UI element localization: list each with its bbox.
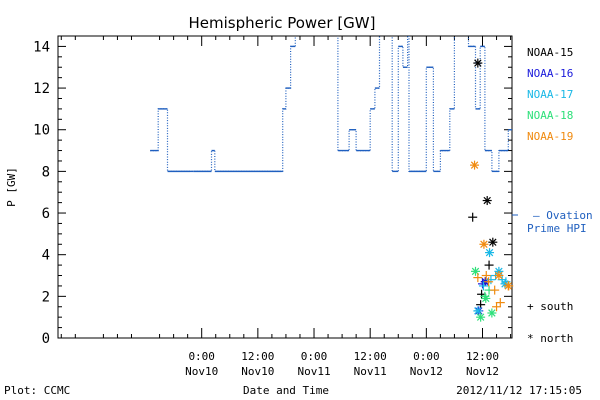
north-marker-legend: * north [527,332,573,345]
south-plus-marker [473,273,483,283]
marker-legend: + south * north [527,300,573,345]
x-tick-label-time: 0:00 [413,350,440,363]
north-asterisk-marker [482,196,492,206]
y-axis-label: P [GW] [5,167,18,207]
x-tick-label-time: 12:00 [466,350,499,363]
y-tick-label: 6 [42,206,50,222]
south-plus-marker [481,271,491,281]
ovation-hpi-line [150,36,512,172]
legend-entry: NOAA-18 [527,109,573,122]
north-asterisk-marker [470,266,480,276]
y-tick-label: 0 [42,331,50,347]
south-marker-legend: + south [527,300,573,313]
south-plus-marker [492,302,502,312]
north-asterisk-marker [485,248,495,258]
north-asterisk-marker [479,239,489,249]
legend: NOAA-15 NOAA-16 NOAA-17 NOAA-18 NOAA-19 [512,46,573,216]
y-tick-label: 10 [33,123,50,139]
ovation-line-series [150,36,512,173]
footer-timestamp: 2012/11/12 17:15:05 [456,384,582,397]
x-tick-label-date: Nov12 [410,365,443,378]
north-asterisk-marker [470,160,480,170]
y-tick-label: 2 [42,289,50,305]
south-plus-marker [478,281,488,291]
x-tick-label-date: Nov12 [466,365,499,378]
chart-title: Hemispheric Power [GW] [189,14,376,32]
ovation-label-line1: — Ovation [533,209,593,222]
legend-entry: NOAA-15 [527,46,573,59]
south-plus-marker [468,212,478,222]
north-asterisk-marker [494,271,504,281]
ovation-label-line2: Prime HPI [527,222,587,235]
y-tick-label: 14 [33,39,50,55]
x-tick-label-time: 12:00 [354,350,387,363]
north-asterisk-marker [487,308,497,318]
plot-frame [57,35,513,339]
south-plus-marker [484,260,494,270]
y-axis: 0 2 4 6 8 10 12 14 [33,39,512,347]
y-tick-label: 12 [33,81,50,97]
x-tick-label-date: Nov11 [354,365,387,378]
legend-entry: NOAA-17 [527,88,573,101]
x-tick-label-time: 12:00 [241,350,274,363]
x-tick-label-date: Nov11 [297,365,330,378]
satellite-markers [468,58,514,322]
ovation-legend: — Ovation Prime HPI [527,209,593,235]
south-plus-marker [495,298,505,308]
south-plus-marker [484,277,494,287]
x-axis: 0:00 Nov10 12:00 Nov10 0:00 Nov11 12:00 Nov11 0:… [60,36,512,378]
x-tick-label-date: Nov10 [241,365,274,378]
north-asterisk-marker [476,312,486,322]
north-asterisk-marker [488,237,498,247]
legend-entry: NOAA-19 [527,130,573,143]
legend-entry: NOAA-16 [527,67,573,80]
south-plus-marker [490,285,500,295]
x-axis-label: Date and Time [243,384,329,397]
north-asterisk-marker [503,281,513,291]
north-asterisk-marker [473,58,483,68]
y-tick-label: 4 [42,248,50,264]
south-plus-marker [486,275,496,285]
y-tick-label: 8 [42,164,50,180]
x-tick-label-time: 0:00 [188,350,215,363]
north-asterisk-marker [481,293,491,303]
x-tick-label-time: 0:00 [301,350,328,363]
footer-plot-credit: Plot: CCMC [4,384,70,397]
x-tick-label-date: Nov10 [185,365,218,378]
